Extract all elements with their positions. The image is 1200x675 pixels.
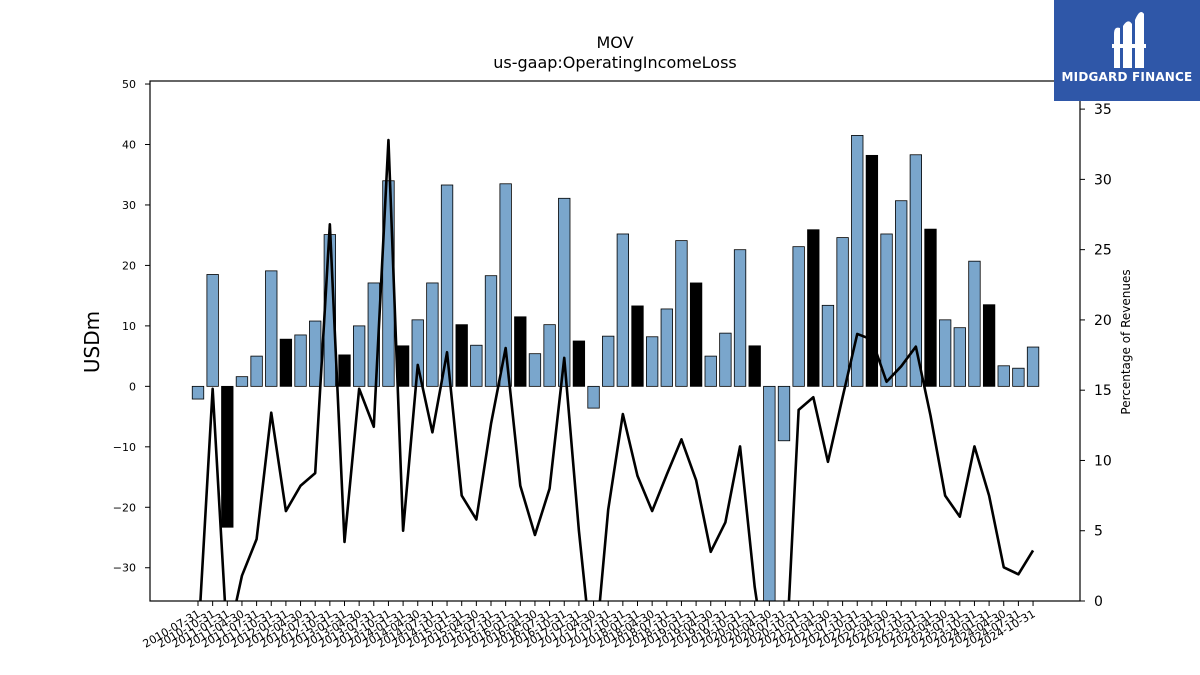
bar	[250, 355, 263, 387]
bar	[909, 154, 922, 387]
plot-frame	[149, 80, 1081, 602]
bar	[646, 336, 659, 387]
logo-mark-icon	[1112, 12, 1146, 69]
bar	[455, 324, 468, 387]
bar	[748, 345, 761, 387]
y-tick-label: 50	[122, 78, 136, 91]
bar	[763, 385, 776, 602]
bar-series	[191, 135, 1040, 602]
y2-tick-label: 30	[1094, 172, 1112, 188]
bar	[704, 355, 717, 387]
bar	[543, 324, 556, 387]
y-tick-label: 0	[129, 380, 136, 393]
bar	[235, 376, 249, 387]
bar	[733, 249, 747, 387]
bar	[1026, 346, 1040, 387]
bar	[675, 240, 688, 387]
bar	[895, 200, 908, 387]
percentage-line-series	[199, 138, 1035, 601]
bar	[572, 340, 586, 387]
bar	[426, 282, 439, 387]
bar	[602, 335, 615, 387]
percentage-line	[199, 138, 1035, 601]
y-tick-label: −30	[113, 562, 136, 575]
y2-tick-label: 0	[1094, 594, 1103, 610]
bar	[821, 304, 835, 387]
bar	[777, 385, 791, 442]
bar	[294, 334, 307, 387]
bar	[587, 385, 600, 409]
bar	[265, 270, 278, 387]
bar	[792, 246, 805, 387]
bar	[807, 229, 820, 387]
bar	[484, 275, 498, 387]
bar	[968, 260, 981, 387]
bar	[997, 365, 1010, 387]
brand-logo: MIDGARD FINANCE	[1054, 0, 1200, 101]
bar	[660, 308, 673, 387]
chart-title: MOV	[596, 33, 634, 52]
bar	[939, 319, 952, 387]
x-axis: 2010-07-312010-10-312011-01-312011-04-30…	[141, 601, 1038, 651]
bar	[953, 327, 966, 387]
right-y-axis-label: Percentage of Revenues	[1119, 269, 1133, 414]
y2-tick-label: 5	[1094, 524, 1103, 540]
y-tick-label: 40	[122, 138, 136, 151]
y2-tick-label: 35	[1094, 102, 1112, 118]
bar	[865, 154, 879, 387]
bar	[982, 304, 996, 387]
left-y-axis: −30 −20 −10 0 10 20 30 40 50	[113, 78, 150, 575]
brand-name: MIDGARD FINANCE	[1061, 70, 1193, 84]
chart-subtitle: us-gaap:OperatingIncomeLoss	[493, 53, 737, 72]
y-tick-label: 20	[122, 259, 136, 272]
y2-tick-label: 25	[1094, 243, 1112, 259]
bar	[836, 237, 849, 387]
bar	[1012, 367, 1025, 387]
bar	[206, 274, 219, 387]
bar	[880, 233, 893, 387]
y-axis-label: USDm	[80, 311, 104, 373]
y2-tick-label: 10	[1094, 453, 1112, 469]
y-tick-label: 10	[122, 320, 136, 333]
bar	[719, 332, 732, 387]
bar	[352, 325, 366, 387]
right-y-axis: 0 5 10 15 20 25 30 35	[1080, 102, 1112, 610]
y-tick-label: −10	[113, 441, 136, 454]
bar	[411, 319, 424, 387]
y2-tick-label: 15	[1094, 383, 1112, 399]
bar	[338, 354, 351, 387]
bar	[631, 305, 644, 387]
bar	[851, 135, 864, 387]
bar	[558, 197, 571, 387]
y2-tick-label: 20	[1094, 313, 1112, 329]
bar	[924, 228, 937, 387]
bar	[396, 345, 410, 387]
y-tick-label: 30	[122, 199, 136, 212]
bar	[689, 282, 703, 387]
bar	[440, 184, 454, 387]
bar	[616, 233, 629, 387]
bar	[499, 183, 512, 387]
bar	[191, 385, 205, 400]
y-tick-label: −20	[113, 501, 136, 514]
bar	[528, 353, 542, 387]
bar	[514, 316, 527, 387]
bar	[309, 320, 322, 387]
bar	[470, 344, 483, 387]
bar	[279, 338, 293, 387]
bar	[221, 385, 234, 528]
